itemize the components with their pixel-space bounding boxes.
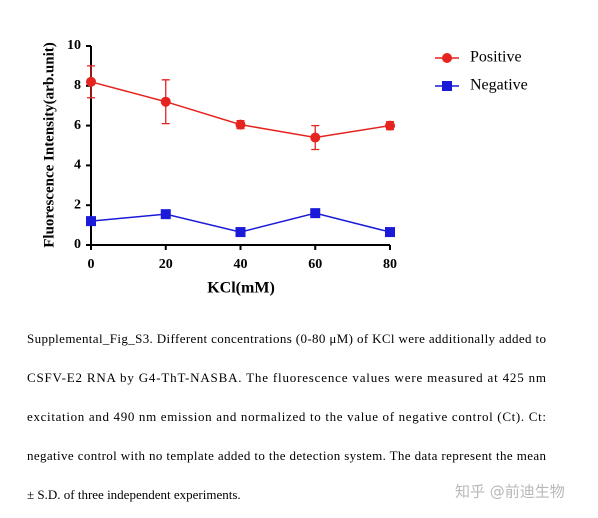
y-tick-label: 0 [74,237,81,252]
y-tick-label: 10 [67,38,81,53]
point [160,96,171,107]
watermark: 知乎 @前迪生物 [455,483,565,501]
x-tick-label: 0 [88,257,95,272]
point [235,227,246,238]
caption-line: ± S.D. of three independent experiments. [27,487,241,502]
point [160,209,171,220]
y-tick-label: 4 [74,158,81,173]
x-tick-label: 80 [383,257,397,272]
x-axis-label: KCl(mM) [207,280,275,297]
legend-label: Negative [470,77,528,94]
x-tick-label: 60 [308,257,322,272]
y-tick-label: 8 [74,78,81,93]
point [385,120,395,131]
x-tick-label: 20 [159,257,173,272]
legend-label: Positive [470,49,522,66]
legend-marker [442,53,452,63]
caption-line: Supplemental_Fig_S3. Different concentra… [27,331,546,346]
legend-marker [442,81,452,91]
caption-line: CSFV-E2 RNA by G4-ThT-NASBA. The fluores… [27,370,546,385]
point [86,76,96,87]
y-tick-label: 2 [74,197,81,212]
caption-line: excitation and 490 nm emission and norma… [27,409,546,424]
point [385,227,395,238]
point [86,216,96,227]
point [235,119,246,130]
point [310,208,321,219]
caption-line: negative control with no template added … [27,448,547,463]
point [310,132,321,143]
x-tick-label: 40 [234,257,248,272]
y-axis-label: Fluorescence Intensity(arb.unit) [41,42,57,248]
y-tick-label: 6 [74,118,81,133]
